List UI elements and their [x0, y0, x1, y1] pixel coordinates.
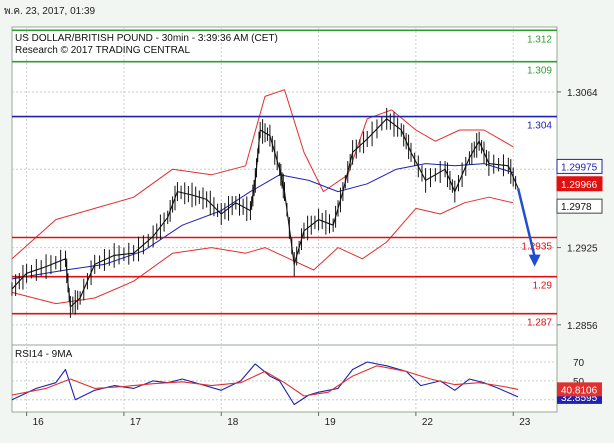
rsi-panel	[11, 344, 558, 413]
price-tag: 1.2978	[561, 202, 592, 213]
timestamp: พ.ค. 23, 2017, 01:39	[4, 6, 96, 17]
level-label: 1.312	[527, 34, 552, 45]
chart-title: US DOLLAR/BRITISH POUND - 30min - 3:39:3…	[15, 33, 278, 44]
x-tick-label: 23	[519, 417, 531, 428]
bollinger-lower	[11, 196, 514, 305]
chart-credit: Research © 2017 TRADING CENTRAL	[15, 45, 190, 56]
x-tick-label: 16	[33, 417, 45, 428]
y-tick-label: 1.2925	[567, 244, 598, 255]
price-tag-box	[556, 158, 603, 174]
rsi-title: RSI14 - 9MA	[15, 349, 73, 360]
rsi-value-tag: 40.8106	[561, 385, 598, 396]
grid	[12, 27, 557, 412]
price-tag-box	[556, 198, 603, 214]
level-label: 1.304	[527, 121, 552, 132]
rsi-line-rsi_ma	[11, 365, 519, 397]
x-tick-label: 17	[130, 417, 142, 428]
price-tag-box	[556, 176, 603, 192]
y-tick-label: 1.3064	[567, 88, 598, 99]
rsi-tick-label: 70	[573, 358, 585, 369]
level-label: 1.2935	[521, 242, 552, 253]
forecast-arrow-head	[528, 254, 541, 267]
forecast-arrow-shaft	[516, 187, 536, 257]
bollinger-upper	[11, 89, 514, 260]
rsi-value-tag: 32.8595	[561, 393, 598, 404]
level-label: 1.29	[533, 281, 553, 292]
x-tick-label: 19	[325, 417, 337, 428]
rsi-series	[11, 361, 519, 406]
price-series	[11, 107, 541, 318]
x-tick-label: 22	[422, 417, 434, 428]
price-tag: 1.29975	[561, 162, 598, 173]
price-tag: 1.29966	[561, 180, 598, 191]
level-label: 1.309	[527, 66, 552, 77]
level-label: 1.287	[527, 318, 552, 329]
levels: 1.312 1.309 1.304 1.2935 1.29 1.287	[12, 29, 557, 329]
x-tick-label: 18	[227, 417, 239, 428]
rsi-line-rsi	[11, 361, 519, 406]
rsi-tag-box	[557, 382, 602, 397]
y-tick-label: 1.2856	[567, 321, 598, 332]
